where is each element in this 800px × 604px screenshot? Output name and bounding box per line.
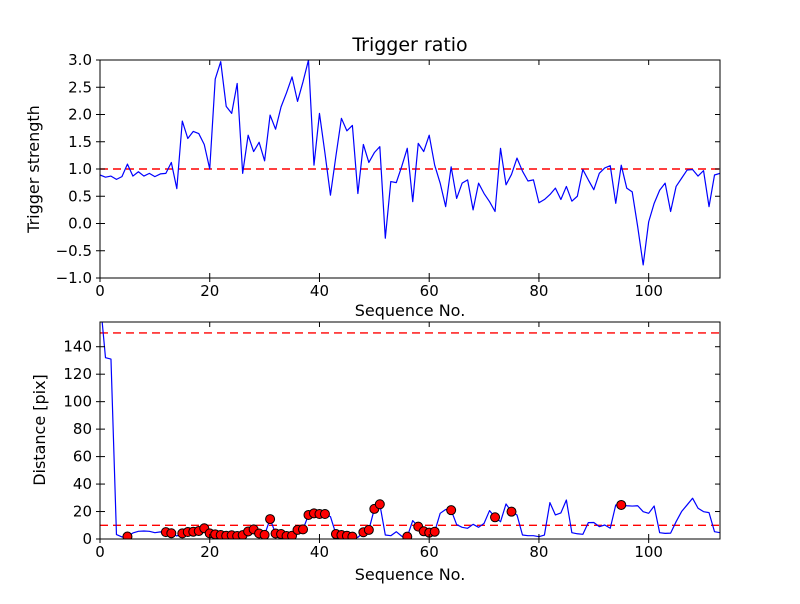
y-tick-label: 2.5 <box>68 78 92 96</box>
x-tick-label: 80 <box>529 282 548 300</box>
y-tick-label: 1.0 <box>68 160 92 178</box>
y-tick-label: 2.0 <box>68 106 92 124</box>
x-tick-label: 40 <box>310 543 329 561</box>
data-point-marker <box>506 506 517 517</box>
y-tick-label: 40 <box>73 475 92 493</box>
data-point-marker <box>122 531 133 539</box>
y-tick-label: 140 <box>63 338 92 356</box>
x-tick-label: 0 <box>95 543 105 561</box>
x-tick-label: 100 <box>634 282 663 300</box>
x-tick-label: 0 <box>95 282 105 300</box>
y-tick-label: 120 <box>63 365 92 383</box>
x-tick-label: 60 <box>420 282 439 300</box>
axes-background <box>100 322 720 539</box>
y-tick-label: −1.0 <box>56 269 92 287</box>
x-tick-label: 40 <box>310 282 329 300</box>
x-tick-label: 60 <box>420 543 439 561</box>
data-point-marker <box>374 499 385 510</box>
axes-frame <box>99 321 721 540</box>
data-point-marker <box>402 531 413 539</box>
axes-background <box>100 60 720 278</box>
y-tick-label: 100 <box>63 393 92 411</box>
data-point-marker <box>347 531 358 539</box>
data-point-marker <box>490 512 501 523</box>
bottom-chart-ylabel: Distance [pix] <box>30 374 49 486</box>
bottom-chart-xlabel: Sequence No. <box>355 565 466 584</box>
data-point-marker <box>616 499 627 510</box>
data-point-marker <box>363 524 374 535</box>
y-tick-label: 0.0 <box>68 215 92 233</box>
y-tick-label: 60 <box>73 448 92 466</box>
x-tick-label: 100 <box>634 543 663 561</box>
y-tick-label: 3.0 <box>68 51 92 69</box>
distance-plot: 0 20 40 60 80 100 0 20 40 60 80 100 120 140 <box>63 321 721 561</box>
data-point-marker <box>265 514 276 525</box>
y-tick-label: 0 <box>82 530 92 548</box>
trigger-ratio-plot: 0 20 40 60 80 100 −1.0 −0.5 0.0 0.5 1.0 1.5 2.0 2.5 3.… <box>56 51 721 300</box>
data-point-marker <box>259 529 270 539</box>
y-tick-label: 20 <box>73 503 92 521</box>
y-tick-label: 1.5 <box>68 133 92 151</box>
trigger-ratio-line <box>100 60 720 266</box>
data-point-marker <box>319 509 330 520</box>
data-point-marker <box>446 505 457 516</box>
top-chart-xlabel: Sequence No. <box>355 301 466 320</box>
data-point-marker <box>429 526 440 537</box>
data-point-marker <box>166 528 177 539</box>
top-chart-ylabel: Trigger strength <box>24 105 43 234</box>
x-tick-label: 20 <box>200 543 219 561</box>
top-chart-title: Trigger ratio <box>351 34 467 56</box>
y-tick-label: −0.5 <box>56 242 92 260</box>
y-tick-label: 80 <box>73 420 92 438</box>
x-tick-label: 80 <box>529 543 548 561</box>
data-point-marker <box>298 524 309 535</box>
y-tick-label: 0.5 <box>68 187 92 205</box>
x-tick-label: 20 <box>200 282 219 300</box>
